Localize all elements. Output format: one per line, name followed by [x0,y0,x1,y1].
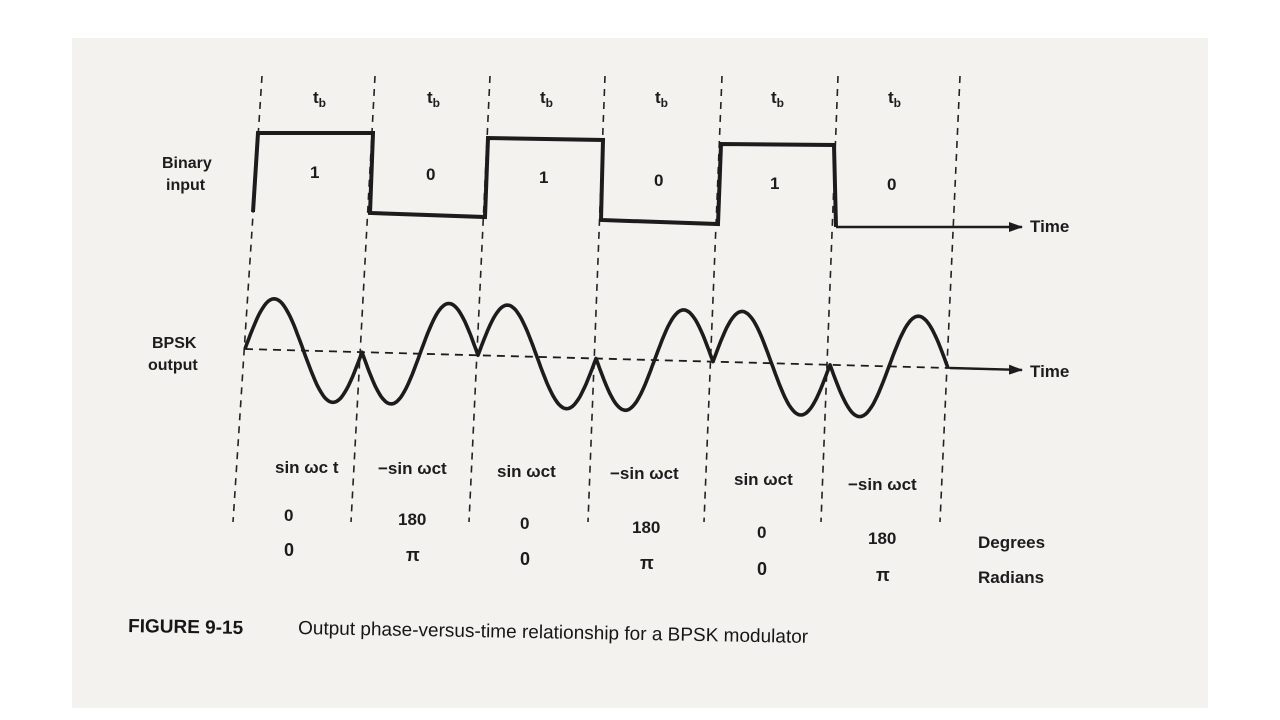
phase-expression-3: sin ωct [497,462,556,481]
bit-period-label-5: tb [771,88,784,110]
slot-boundary-4 [587,75,606,523]
phase-degrees-2: 180 [398,510,426,529]
binary-input-waveform [251,131,838,228]
figure-caption: Output phase-versus-time relationship fo… [298,618,809,648]
bit-value-3: 1 [539,168,548,187]
phase-expression-1: sin ωc t [275,458,339,477]
bit-period-label-1: tb [313,88,326,110]
bit-values: 1 0 1 0 1 0 [310,163,896,194]
phase-radians-4: π [640,553,654,573]
phase-radians-3: 0 [520,549,530,569]
phase-degrees: 0 180 0 180 0 180 [284,506,896,548]
binary-input-label-line1: Binary [162,155,212,172]
bit-period-label-3: tb [540,88,553,110]
phase-expression-5: sin ωct [734,470,793,489]
phase-expressions: sin ωc t −sin ωct sin ωct −sin ωct sin ωct −s… [275,458,917,494]
phase-radians-5: 0 [757,559,767,579]
slot-boundary-5 [703,75,723,523]
slot-boundary-7 [939,75,961,523]
phase-radians-1: 0 [284,540,294,560]
bpsk-output-label-line1: BPSK [152,335,197,352]
phase-expression-2: −sin ωct [378,459,447,478]
bit-value-1: 1 [310,163,319,182]
binary-time-label: Time [1030,217,1069,236]
bit-value-6: 0 [887,175,896,194]
bit-value-5: 1 [770,174,779,193]
degrees-label: Degrees [978,533,1045,552]
slot-boundary-2 [350,75,376,523]
bpsk-time-axis-arrow [949,364,1023,375]
phase-expression-6: −sin ωct [848,475,917,494]
bit-period-labels: tb tb tb tb tb tb [313,88,901,110]
bit-period-label-6: tb [888,88,901,110]
bit-boundaries [232,75,961,523]
bit-value-4: 0 [654,171,663,190]
phase-degrees-5: 0 [757,523,766,542]
slot-boundary-1 [232,75,263,523]
phase-radians-6: π [876,565,890,585]
bit-period-label-4: tb [655,88,668,110]
binary-input-label-line2: input [166,177,206,194]
bpsk-output-waveform [243,297,950,419]
bpsk-time-axis [244,348,1023,371]
phase-degrees-3: 0 [520,514,529,533]
radians-label: Radians [978,568,1044,587]
phase-degrees-6: 180 [868,529,896,548]
phase-expression-4: −sin ωct [610,464,679,483]
phase-radians: 0 π 0 π 0 π [284,540,890,585]
phase-degrees-1: 0 [284,506,293,525]
bpsk-output-label-line2: output [148,357,198,374]
phase-degrees-4: 180 [632,518,660,537]
figure-number: FIGURE 9-15 [128,616,244,639]
bit-period-label-2: tb [427,88,440,110]
slot-boundary-6 [820,75,839,523]
phase-radians-2: π [406,545,420,565]
slot-boundary-3 [468,75,491,523]
bit-value-2: 0 [426,165,435,184]
bpsk-time-label: Time [1030,362,1069,381]
